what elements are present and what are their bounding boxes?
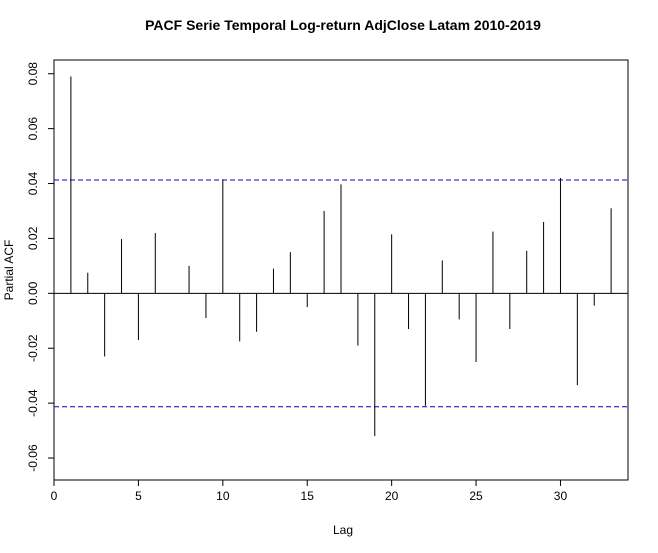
x-tick-label: 30 xyxy=(554,489,568,503)
y-tick-label: 0.08 xyxy=(26,62,40,86)
y-tick-label: -0.02 xyxy=(26,334,40,362)
chart-title: PACF Serie Temporal Log-return AdjClose … xyxy=(145,17,541,33)
y-tick-label: 0.06 xyxy=(26,117,40,141)
x-tick-label: 25 xyxy=(469,489,483,503)
x-axis-label: Lag xyxy=(333,523,353,537)
x-tick-label: 15 xyxy=(301,489,315,503)
y-tick-label: -0.04 xyxy=(26,389,40,417)
x-tick-label: 5 xyxy=(135,489,142,503)
x-tick-label: 0 xyxy=(51,489,58,503)
y-tick-label: 0.04 xyxy=(26,172,40,196)
y-tick-label: 0.02 xyxy=(26,226,40,250)
x-axis: 0 5 10 15 20 25 30 xyxy=(51,479,568,503)
pacf-spikes xyxy=(70,76,612,437)
y-axis: -0.06 -0.04 -0.02 0.00 0.02 0.04 0.06 0.08 xyxy=(26,62,55,472)
x-tick-label: 10 xyxy=(216,489,230,503)
y-tick-label: -0.06 xyxy=(26,444,40,472)
y-tick-label: 0.00 xyxy=(26,281,40,305)
x-tick-label: 20 xyxy=(385,489,399,503)
y-axis-label: Partial ACF xyxy=(2,240,16,301)
